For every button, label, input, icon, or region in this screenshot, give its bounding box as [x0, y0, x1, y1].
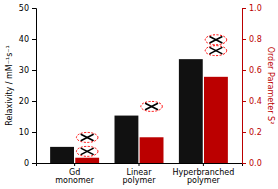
- tick-label: 1.0: [249, 4, 262, 13]
- tick-label: 0.2: [249, 128, 262, 137]
- marker: [141, 101, 162, 111]
- marker: [205, 35, 226, 45]
- bar: [140, 137, 164, 163]
- marker-ring: [76, 146, 97, 156]
- marks: [50, 35, 228, 163]
- tick-label: 40: [19, 35, 29, 44]
- tick: 0.8: [242, 35, 262, 44]
- marker-cross: [210, 37, 222, 43]
- marker-cross: [210, 48, 222, 54]
- tick-label-line: Hyperbranched: [172, 168, 234, 177]
- y2-axis: 0.0 0.2 0.4 0.6 0.8 1.0: [242, 4, 262, 168]
- marker-ring: [205, 35, 226, 45]
- tick-label: 0: [24, 159, 29, 168]
- tick-label: Linearpolymer: [123, 168, 157, 186]
- tick: 10: [19, 128, 36, 137]
- bar: [50, 147, 74, 163]
- tick-mark: [74, 163, 75, 166]
- tick-label: 0.6: [249, 66, 262, 75]
- tick: 0: [24, 159, 36, 168]
- y2-axis-title: Order Parameter S²: [266, 47, 275, 125]
- marker-cross: [81, 134, 93, 140]
- tick-label: 20: [19, 97, 29, 106]
- marker-cross: [81, 148, 93, 154]
- axis-line: [37, 164, 243, 167]
- tick-label: 0.8: [249, 35, 262, 44]
- tick-mark: [32, 101, 36, 102]
- tick: 20: [19, 97, 36, 106]
- tick-label: 50: [19, 4, 29, 13]
- marker: [76, 146, 97, 156]
- tick-mark: [242, 70, 246, 71]
- x-axis: GdmonomerLinearpolymerHyperbranchedpolym…: [37, 163, 243, 185]
- tick-label: Gdmonomer: [55, 168, 94, 186]
- marker-ring: [76, 132, 97, 142]
- y-axis-title: Relaxivity / mM⁻¹s⁻¹: [5, 45, 14, 126]
- marker-cross: [146, 103, 158, 109]
- tick-label: Hyperbranchedpolymer: [172, 168, 234, 186]
- tick: 0.2: [242, 128, 262, 137]
- tick-mark: [32, 163, 36, 164]
- y-axis: 0 10 20 30 40 50: [19, 4, 37, 168]
- tick-mark: [203, 163, 204, 166]
- tick: 0.4: [242, 97, 262, 106]
- tick-mark: [139, 163, 140, 166]
- marker-cross: [146, 103, 158, 109]
- tick-mark: [242, 163, 246, 164]
- tick-label: 10: [19, 128, 29, 137]
- axis-line: [243, 9, 247, 164]
- tick-label: 30: [19, 66, 29, 75]
- tick-label-line: polymer: [123, 176, 157, 185]
- chart: GdmonomerLinearpolymerHyperbranchedpolym…: [0, 0, 278, 189]
- bar: [115, 116, 139, 163]
- tick-label: 0.0: [249, 159, 262, 168]
- tick-mark: [242, 8, 246, 9]
- tick-label: 0.4: [249, 97, 262, 106]
- tick-label-line: polymer: [187, 176, 221, 185]
- tick-mark: [242, 132, 246, 133]
- bar-series: [75, 77, 228, 163]
- marker-cross: [81, 148, 93, 154]
- tick-label-line: Gd: [69, 168, 80, 177]
- tick: Linearpolymer: [123, 163, 157, 185]
- tick: 1.0: [242, 4, 262, 13]
- tick-label-line: monomer: [55, 176, 94, 185]
- tick: 0.0: [242, 159, 262, 168]
- marker-ring: [141, 101, 162, 111]
- bar-series: [50, 59, 203, 163]
- tick: 40: [19, 35, 36, 44]
- bar: [179, 59, 203, 163]
- marker-series: [76, 35, 226, 143]
- tick: 0.6: [242, 66, 262, 75]
- tick-mark: [32, 70, 36, 71]
- marker-cross: [81, 134, 93, 140]
- marker-cross: [210, 37, 222, 43]
- marker: [76, 132, 97, 142]
- bar: [75, 158, 99, 163]
- marker: [205, 46, 226, 56]
- plot: GdmonomerLinearpolymerHyperbranchedpolym…: [19, 4, 262, 185]
- tick-mark: [32, 39, 36, 40]
- bar: [204, 77, 228, 163]
- tick-mark: [32, 132, 36, 133]
- marker-ring: [205, 46, 226, 56]
- marker-series: [76, 46, 226, 157]
- axis-line: [32, 9, 37, 164]
- tick: Hyperbranchedpolymer: [172, 163, 234, 185]
- tick: 30: [19, 66, 36, 75]
- tick-label-line: Linear: [127, 168, 153, 177]
- tick-mark: [32, 8, 36, 9]
- marker-cross: [210, 48, 222, 54]
- tick: 50: [19, 4, 36, 13]
- tick-mark: [242, 39, 246, 40]
- tick: Gdmonomer: [55, 163, 94, 185]
- tick-mark: [242, 101, 246, 102]
